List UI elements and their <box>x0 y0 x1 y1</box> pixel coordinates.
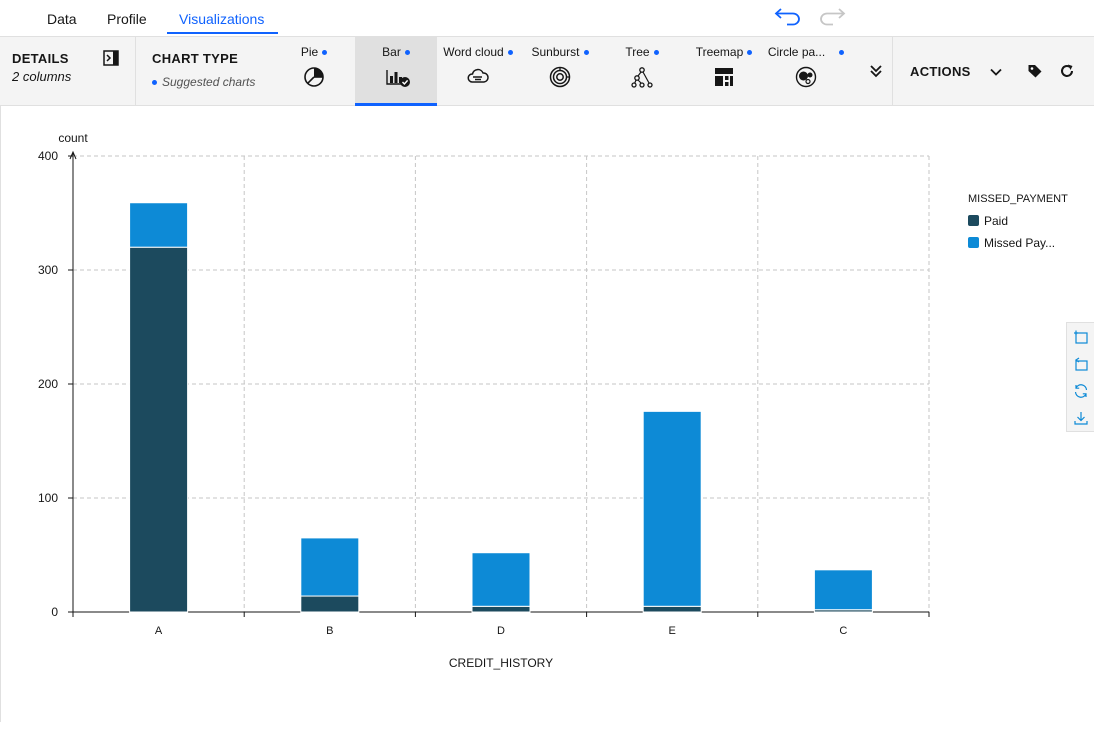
word-cloud-icon <box>467 66 489 88</box>
refresh-icon[interactable] <box>1059 63 1075 79</box>
download-icon[interactable] <box>1073 410 1089 426</box>
zoom-reset-icon[interactable] <box>1073 356 1089 372</box>
x-tick-label: A <box>155 625 163 637</box>
chart-option-pie[interactable]: Pie <box>273 37 355 105</box>
chart-option-tree[interactable]: Tree <box>601 37 683 105</box>
y-tick-label: 100 <box>38 491 58 505</box>
chart-type-panel: CHART TYPE Suggested charts <box>136 37 300 105</box>
actions-panel: ACTIONS <box>892 37 1094 105</box>
actions-title: ACTIONS <box>910 64 971 79</box>
y-axis-label: count <box>58 131 88 145</box>
chart-canvas <box>0 106 1094 722</box>
y-tick-label: 400 <box>38 149 58 163</box>
x-tick-label: C <box>839 625 847 637</box>
chevron-down-icon[interactable] <box>989 65 1003 79</box>
details-title: DETAILS <box>12 51 69 66</box>
bar-paid-a <box>129 246 189 613</box>
legend-swatch <box>968 237 979 248</box>
legend-swatch <box>968 215 979 226</box>
visualization-toolbar: DETAILS 2 columns CHART TYPE Suggested c… <box>0 36 1094 106</box>
zoom-in-area-icon[interactable] <box>1073 329 1089 345</box>
x-axis-label: CREDIT_HISTORY <box>449 656 553 670</box>
chart-type-title: CHART TYPE <box>152 51 239 66</box>
restore-icon[interactable] <box>1073 383 1089 399</box>
y-axis-arrow <box>69 150 77 160</box>
pie-chart-icon <box>303 66 325 88</box>
y-tick-label: 200 <box>38 377 58 391</box>
y-tick-label: 300 <box>38 263 58 277</box>
chart-option-word-cloud[interactable]: Word cloud <box>437 37 519 105</box>
legend-item-missed-payment[interactable]: Missed Pay... <box>968 236 1055 250</box>
x-tick-label: B <box>326 625 333 637</box>
bar-missed-payment-c <box>813 569 873 611</box>
chart-tools <box>1066 322 1094 432</box>
legend-item-paid[interactable]: Paid <box>968 214 1008 228</box>
x-tick-label: E <box>669 625 676 637</box>
circle-packing-icon <box>795 66 817 88</box>
expand-panel-icon[interactable] <box>103 50 119 66</box>
treemap-icon <box>713 66 735 88</box>
chart-option-treemap[interactable]: Treemap <box>683 37 765 105</box>
bar-missed-payment-d <box>471 552 531 607</box>
bar-chart-icon <box>385 66 410 88</box>
undo-icon[interactable] <box>773 3 803 27</box>
chart-option-sunburst[interactable]: Sunburst <box>519 37 601 105</box>
more-charts-icon[interactable] <box>866 61 886 81</box>
sunburst-icon <box>549 66 571 88</box>
details-panel: DETAILS 2 columns <box>0 37 136 105</box>
tab-visualizations[interactable]: Visualizations <box>179 11 265 27</box>
x-tick-label: D <box>497 625 505 637</box>
tab-data[interactable]: Data <box>47 11 77 27</box>
bar-paid-b <box>300 595 360 613</box>
redo-icon[interactable] <box>817 3 847 27</box>
details-column-count: 2 columns <box>12 69 72 84</box>
chart-option-bar[interactable]: Bar <box>355 37 437 106</box>
view-tabs: Data Profile Visualizations <box>0 0 1094 36</box>
active-tab-indicator <box>167 32 278 34</box>
tag-icon[interactable] <box>1027 63 1043 79</box>
chart-option-circle-packing[interactable]: Circle pa... <box>765 37 847 105</box>
bar-paid-d <box>471 605 531 613</box>
bar-missed-payment-b <box>300 537 360 597</box>
suggested-charts-note: Suggested charts <box>152 75 255 89</box>
tab-profile[interactable]: Profile <box>107 11 147 27</box>
legend-title: MISSED_PAYMENT <box>968 193 1068 205</box>
bar-paid-e <box>642 605 702 613</box>
bar-missed-payment-e <box>642 410 702 607</box>
tree-icon <box>631 66 653 88</box>
bar-missed-payment-a <box>129 202 189 248</box>
y-tick-label: 0 <box>51 605 58 619</box>
